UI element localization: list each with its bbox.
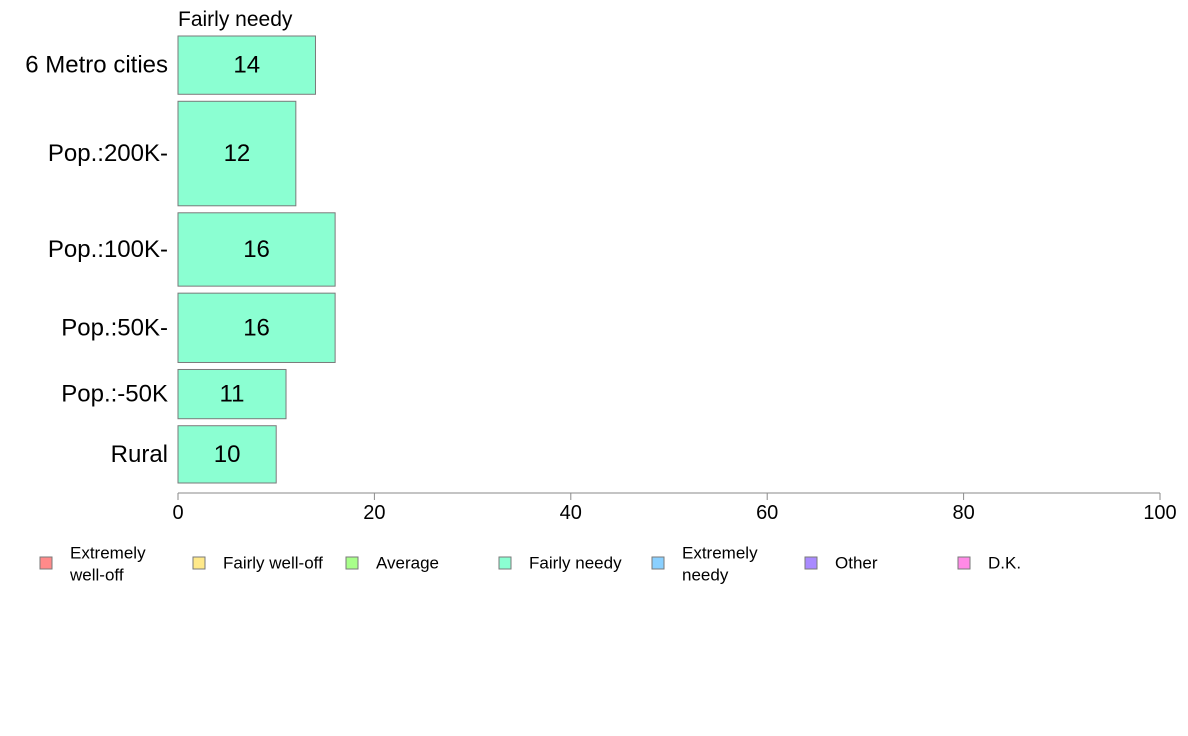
bars-group: 14 6 Metro cities 12 Pop.:200K- 16 Pop.:100K-… — [25, 35, 336, 484]
bar-5 — [177, 425, 277, 484]
category-label: Rural — [111, 441, 168, 468]
legend: Extremely well-off Fairly well-off Average F… — [39, 544, 1021, 585]
bar-value-label: 10 — [214, 441, 241, 468]
legend-label-5: Other — [835, 554, 878, 573]
bar-2 — [177, 212, 336, 287]
legend-swatch-4 — [651, 556, 665, 570]
bar-value-label: 11 — [220, 381, 245, 408]
x-tick-label: 20 — [363, 502, 385, 524]
bar-value-label: 16 — [243, 314, 270, 341]
legend-swatch-0 — [39, 556, 53, 570]
category-label: Pop.:50K- — [61, 314, 168, 341]
category-label: Pop.:100K- — [48, 236, 168, 263]
bar-value-label: 16 — [243, 236, 270, 263]
legend-swatch-3 — [498, 556, 512, 570]
x-axis: 0 20 40 60 80 100 — [172, 492, 1177, 524]
legend-label-3: Fairly needy — [529, 554, 622, 573]
legend-swatch-5 — [804, 556, 818, 570]
x-tick-label: 60 — [756, 502, 778, 524]
legend-label-line: Extremely — [682, 544, 758, 563]
bar-0 — [177, 35, 316, 95]
legend-swatch-6 — [957, 556, 971, 570]
legend-label-line: Extremely — [70, 544, 146, 563]
legend-label-0: Extremely well-off — [69, 544, 146, 585]
legend-label-line: well-off — [69, 566, 124, 585]
bar-3 — [177, 292, 336, 363]
x-tick-label: 0 — [172, 502, 183, 524]
legend-label-2: Average — [376, 554, 439, 573]
x-tick-label: 100 — [1143, 502, 1176, 524]
x-tick-label: 80 — [952, 502, 974, 524]
bar-1 — [177, 100, 297, 207]
bar-value-label: 14 — [233, 52, 260, 79]
bar-4 — [177, 368, 287, 420]
legend-label-4: Extremely needy — [682, 544, 758, 585]
panel-title: Fairly needy — [178, 8, 293, 31]
legend-swatch-2 — [345, 556, 359, 570]
category-label: Pop.:200K- — [48, 140, 168, 167]
x-tick-label: 40 — [560, 502, 582, 524]
legend-label-6: D.K. — [988, 554, 1021, 573]
legend-label-1: Fairly well-off — [223, 554, 323, 573]
legend-swatch-1 — [192, 556, 206, 570]
legend-label-line: needy — [682, 566, 729, 585]
bar-value-label: 12 — [224, 140, 251, 167]
category-label: 6 Metro cities — [25, 52, 168, 79]
category-label: Pop.:-50K — [61, 381, 168, 408]
